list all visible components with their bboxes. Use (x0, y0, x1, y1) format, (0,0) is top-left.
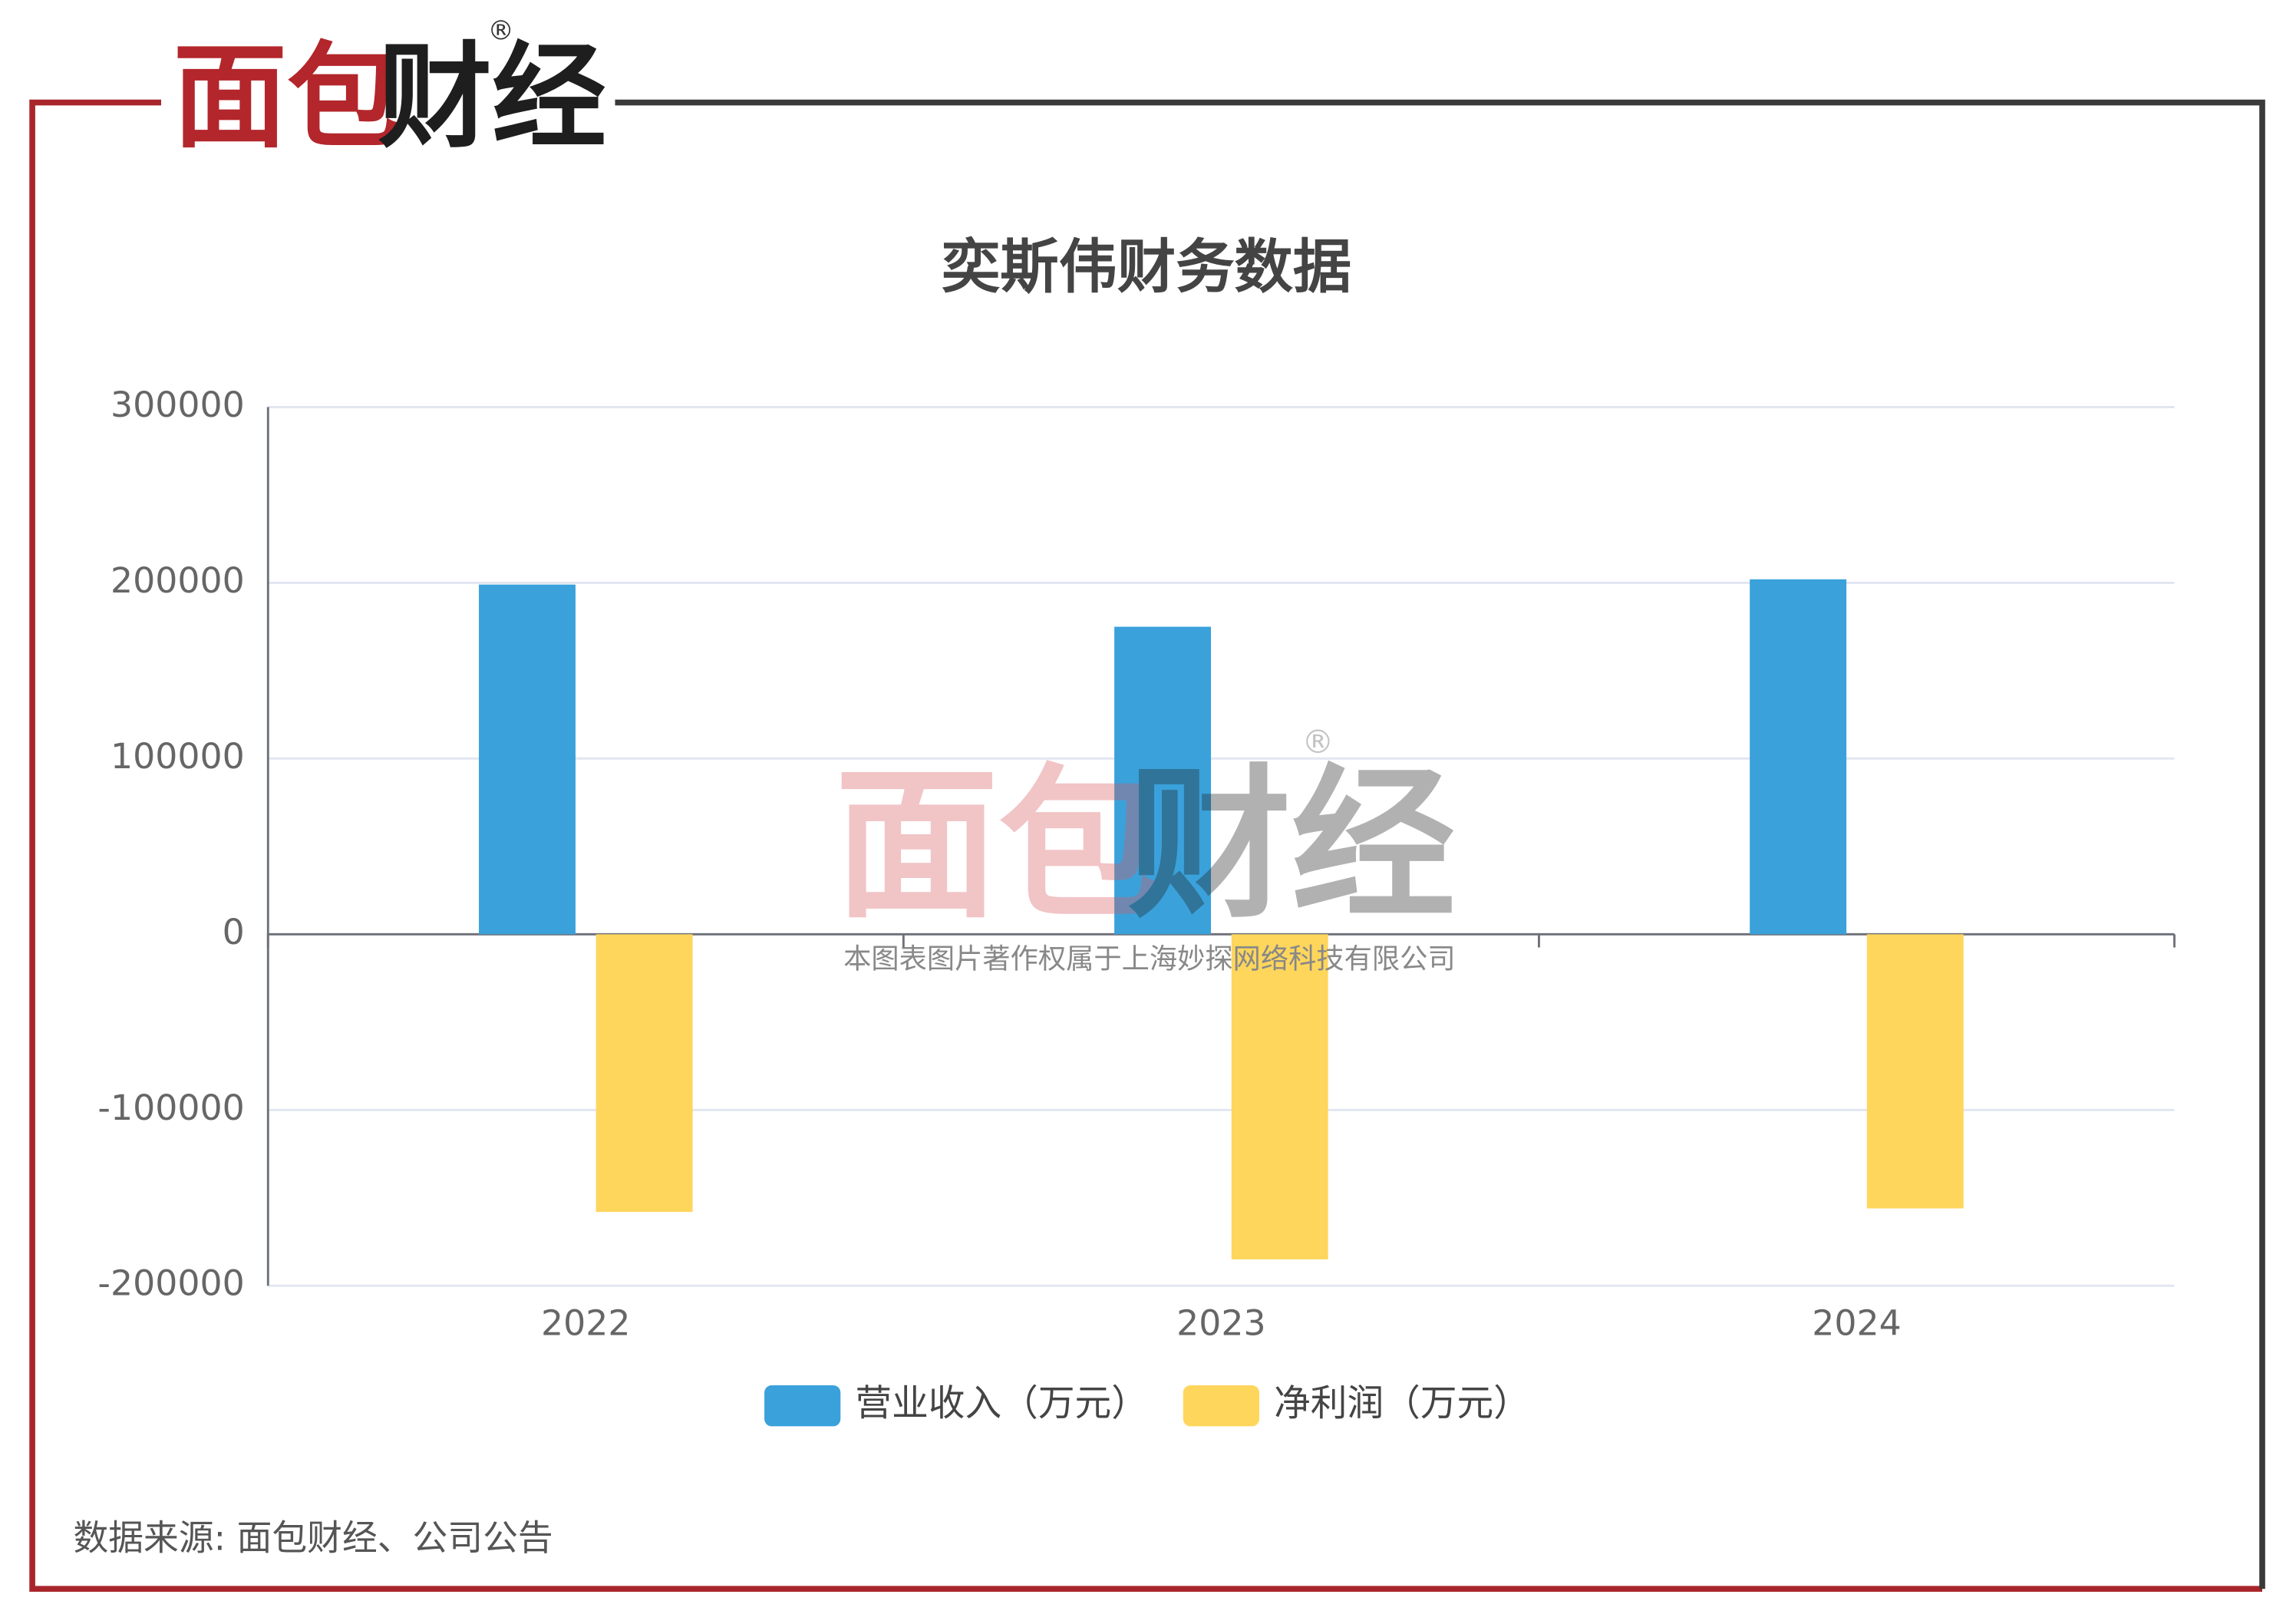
legend-swatch (764, 1385, 841, 1427)
watermark-left: 面包 (835, 751, 1163, 941)
watermark-right: 财经 (1127, 751, 1455, 941)
watermark-mark: ® (1301, 723, 1334, 761)
bar (595, 934, 693, 1213)
y-tick-label: 0 (223, 911, 245, 952)
y-tick-label: 200000 (111, 559, 245, 601)
bar (479, 584, 576, 935)
logo-right: 财经 (378, 31, 606, 164)
legend-label: 营业收入（万元） (855, 1383, 1148, 1425)
y-tick-label: 100000 (111, 735, 245, 777)
bar (1866, 934, 1964, 1209)
watermark-notice: 本图表图片著作权属于上海妙探网络科技有限公司 (843, 942, 1456, 975)
plot: -200000 -100000 0 100000 200000 300000 2022 202… (97, 384, 2176, 1427)
logo-left: 面包 (173, 31, 401, 164)
chart-title: 奕斯伟财务数据 (942, 233, 1351, 301)
x-tick-label: 2024 (1812, 1302, 1902, 1343)
bar (1750, 579, 1847, 935)
legend-label: 净利润（万元） (1274, 1383, 1530, 1425)
frame-red (29, 99, 2263, 1593)
y-tick-label: -100000 (97, 1087, 244, 1128)
watermark: 面包 财经 ® (835, 723, 1456, 941)
x-tick-label: 2023 (1176, 1302, 1266, 1343)
frame-dark (615, 99, 2265, 1589)
source-note: 数据来源: 面包财经、公司公告 (74, 1517, 553, 1559)
y-tick-label: 300000 (111, 384, 245, 425)
bar (1231, 934, 1328, 1259)
legend-swatch (1183, 1385, 1260, 1427)
logo-mark: ® (487, 15, 513, 46)
bar (1114, 626, 1212, 935)
x-tick-label: 2022 (541, 1302, 631, 1343)
y-tick-label: -200000 (97, 1263, 244, 1304)
